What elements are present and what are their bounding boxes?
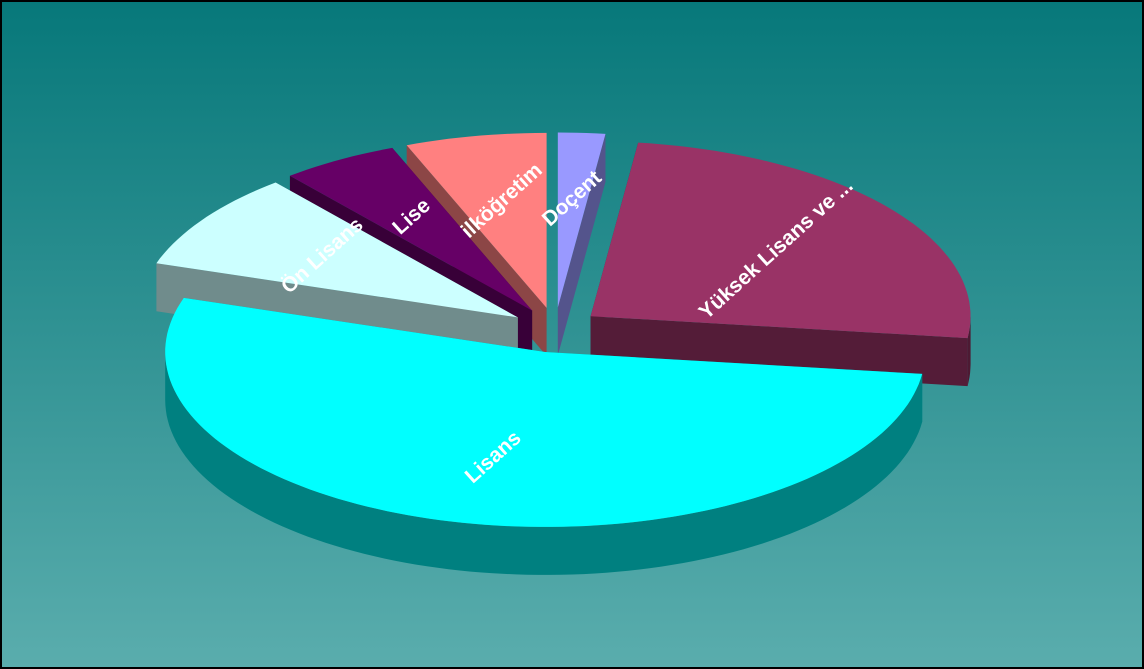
slice [289,147,533,311]
slice-side [967,316,971,387]
slice [156,182,518,318]
slice [406,132,547,308]
slice-side [165,352,923,575]
slice [165,297,923,527]
slice-wall [557,133,606,356]
pie [156,132,971,575]
slice [557,132,606,308]
slice [590,142,971,339]
